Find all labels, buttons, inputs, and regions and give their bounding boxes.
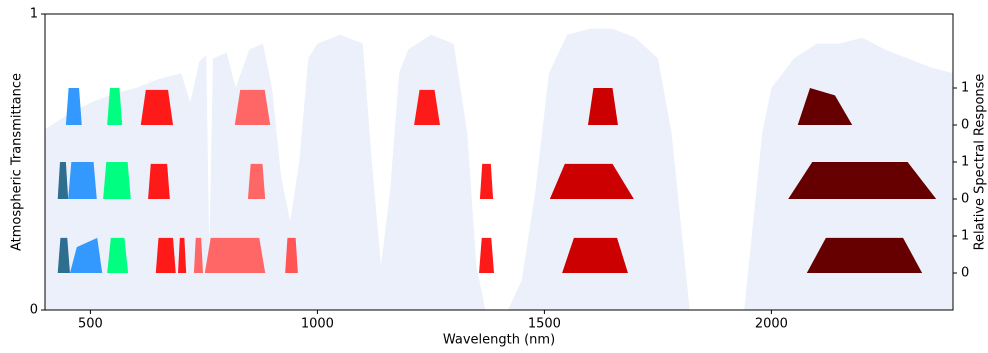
y2-tick-label: 1 (961, 81, 969, 96)
response-band (549, 163, 634, 199)
y-axis-label: Atmospheric Transmittance (10, 73, 25, 251)
response-band (57, 237, 70, 273)
response-band (69, 237, 103, 273)
response-band (479, 237, 495, 273)
response-band (155, 237, 176, 273)
x-tick-label: 2000 (755, 317, 788, 332)
response-band (479, 163, 494, 199)
x-axis-label: Wavelength (nm) (443, 333, 555, 348)
response-band (285, 237, 298, 273)
response-band (65, 88, 82, 125)
response-band (204, 237, 266, 273)
transmittance-area (45, 28, 953, 311)
y2-tick-label: 0 (961, 192, 969, 207)
y2-tick-label: 0 (961, 118, 969, 133)
response-band (148, 163, 170, 199)
y2-axis-label: Relative Spectral Response (973, 74, 988, 251)
response-band (57, 162, 69, 199)
response-band (562, 237, 628, 273)
y-tick-label: 1 (30, 7, 38, 22)
response-band (788, 162, 937, 199)
x-tick-label: 1500 (528, 317, 561, 332)
response-band (140, 89, 174, 125)
response-band (587, 88, 618, 125)
response-band (797, 88, 853, 125)
response-band (234, 89, 271, 125)
response-band (107, 237, 129, 273)
response-band (107, 88, 123, 125)
response-band (247, 163, 266, 199)
y2-tick-label: 1 (961, 155, 969, 170)
x-tick-label: 1000 (301, 317, 334, 332)
y2-tick-label: 0 (961, 266, 969, 281)
y2-tick-label: 1 (961, 229, 969, 244)
response-band (178, 237, 187, 273)
y-tick-label: 0 (30, 303, 38, 318)
response-band (68, 162, 97, 199)
response-band (806, 237, 923, 273)
x-tick-label: 500 (78, 317, 103, 332)
response-band (103, 162, 131, 199)
response-band (193, 237, 203, 273)
response-band (414, 89, 440, 125)
